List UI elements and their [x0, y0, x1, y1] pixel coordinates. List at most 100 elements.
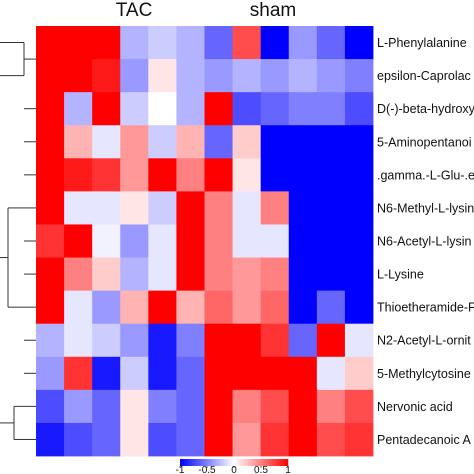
colorbar-segment	[202, 459, 205, 466]
heatmap-cell	[232, 92, 262, 126]
heatmap-cell	[176, 125, 205, 159]
heatmap-cell	[316, 422, 346, 457]
heatmap-cell	[148, 389, 177, 424]
heatmap-cell	[288, 125, 318, 159]
heatmap-cells	[36, 26, 374, 457]
colorbar-segment	[184, 459, 187, 466]
heatmap-cell	[344, 257, 374, 292]
row-label: Thioetheramide-F	[377, 301, 474, 315]
heatmap-cell	[120, 59, 149, 93]
row-dendrogram	[0, 42, 36, 440]
colorbar-segment	[272, 459, 275, 466]
heatmap-cell	[92, 125, 121, 159]
heatmap-cell	[36, 323, 65, 358]
heatmap-cell	[204, 92, 233, 126]
heatmap-cell	[316, 224, 346, 258]
heatmap-cell	[92, 389, 121, 424]
heatmap-cell	[36, 224, 65, 258]
heatmap-cell	[148, 290, 177, 325]
heatmap-cell	[316, 92, 346, 126]
heatmap-cell	[204, 290, 233, 325]
heatmap-cell	[120, 290, 149, 325]
colorbar-segment	[224, 459, 227, 466]
heatmap-cell	[232, 290, 262, 325]
heatmap-cell	[36, 158, 65, 192]
heatmap-cell	[92, 257, 121, 292]
heatmap-cell	[176, 389, 205, 424]
heatmap-cell	[232, 257, 262, 292]
row-label: D(-)-beta-hydroxy	[377, 102, 474, 116]
colorbar-segment	[216, 459, 219, 466]
heatmap-cell	[120, 158, 149, 192]
heatmap-cell	[316, 290, 346, 325]
heatmap-cell	[64, 191, 93, 225]
colorbar-segment	[236, 459, 239, 466]
heatmap-cell	[36, 290, 65, 325]
colorbar-segment	[214, 459, 217, 466]
colorbar-segment	[270, 459, 273, 466]
heatmap-cell	[316, 191, 346, 225]
colorbar-segment	[232, 459, 235, 466]
heatmap-cell	[316, 125, 346, 159]
colorbar-segment	[190, 459, 193, 466]
colorbar-segment	[198, 459, 201, 466]
heatmap-cell	[92, 290, 121, 325]
heatmap-cell	[120, 26, 149, 60]
colorbar-segment	[182, 459, 185, 466]
heatmap-cell	[344, 158, 374, 192]
colorbar-segment	[274, 459, 277, 466]
heatmap-cell	[148, 356, 177, 391]
heatmap-cell	[344, 356, 374, 391]
heatmap-cell	[148, 224, 177, 258]
row-label: N6-Acetyl-L-lysin	[377, 235, 472, 249]
heatmap-cell	[204, 389, 233, 424]
heatmap-cell	[176, 26, 205, 60]
row-label: Pentadecanoic A	[377, 433, 471, 447]
heatmap-cell	[232, 59, 262, 93]
heatmap-cell	[176, 158, 205, 192]
heatmap-cell	[36, 26, 65, 60]
heatmap-cell	[148, 26, 177, 60]
heatmap-cell	[148, 158, 177, 192]
heatmap-cell	[204, 422, 233, 457]
colorbar-segment	[222, 459, 225, 466]
heatmap-cell	[288, 26, 318, 60]
heatmap-cell	[64, 257, 93, 292]
heatmap-cell	[176, 323, 205, 358]
heatmap-cell	[204, 125, 233, 159]
group-labels: TAC sham	[116, 0, 297, 21]
colorbar-segment	[212, 459, 215, 466]
row-label: 5-Aminopentanoi	[377, 135, 472, 149]
group-label-sham: sham	[250, 0, 296, 21]
heatmap-cell	[316, 158, 346, 192]
heatmap-cell	[120, 125, 149, 159]
heatmap-cell	[288, 389, 318, 424]
colorbar-segment	[226, 459, 229, 466]
heatmap-cell	[36, 92, 65, 126]
heatmap-cell	[288, 356, 318, 391]
heatmap-cell	[204, 323, 233, 358]
heatmap-cell	[36, 422, 65, 457]
colorbar-segment	[200, 459, 203, 466]
colorbar-segment	[196, 459, 199, 466]
heatmap-cell	[148, 92, 177, 126]
colorbar-segment	[244, 459, 247, 466]
heatmap-cell	[176, 422, 205, 457]
heatmap-cell	[344, 389, 374, 424]
heatmap-cell	[288, 191, 318, 225]
heatmap-cell	[260, 323, 290, 358]
heatmap-cell	[92, 26, 121, 60]
heatmap-cell	[316, 389, 346, 424]
heatmap-cell	[64, 92, 93, 126]
colorbar-segment	[256, 459, 259, 466]
colorbar-segment	[260, 459, 263, 466]
heatmap-cell	[120, 92, 149, 126]
row-label: .gamma.-L-Glu-.e	[377, 168, 474, 182]
heatmap-cell	[176, 356, 205, 391]
colorbar-tick-label: -0.5	[198, 465, 216, 474]
colorbar-segment	[204, 459, 207, 466]
heatmap-cell	[64, 389, 93, 424]
colorbar-segment	[276, 459, 279, 466]
heatmap-cell	[288, 422, 318, 457]
heatmap-cell	[260, 92, 290, 126]
